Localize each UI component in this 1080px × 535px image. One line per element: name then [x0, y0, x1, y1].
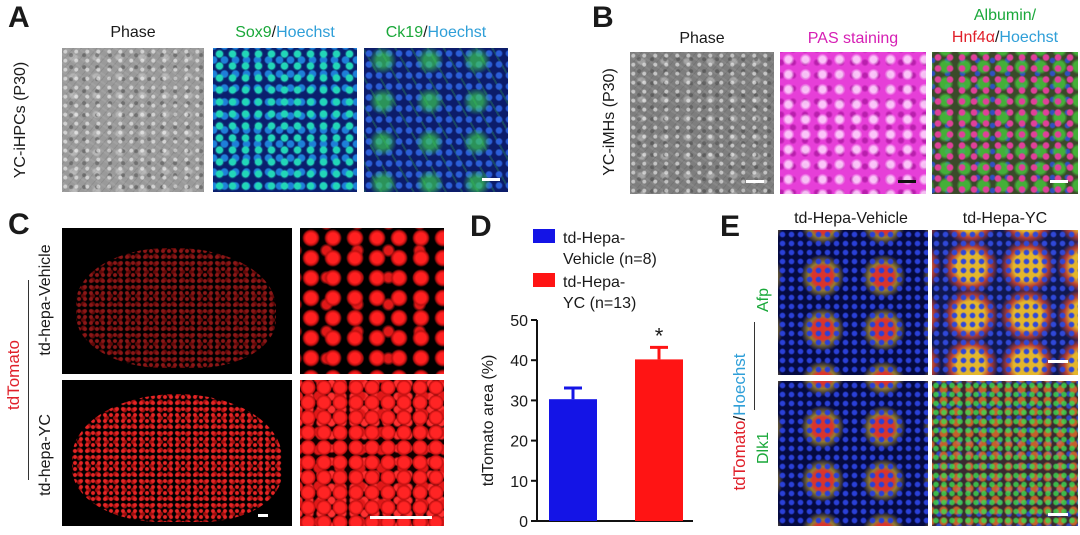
stain-label-tdtomato-hoechst: tdTomato/Hoechst	[730, 353, 749, 491]
legend-swatch-yc	[533, 273, 555, 287]
scale-bar	[1050, 180, 1068, 183]
bar-1	[635, 359, 683, 521]
image-liver-vehicle-zoom	[300, 228, 444, 374]
row-label-td-hepa-yc: td-hepa-YC	[37, 414, 54, 496]
panel-letter-b: B	[592, 1, 614, 34]
legend-label-vehicle-line1: td-Hepa-	[563, 230, 625, 247]
label-sep: /	[423, 24, 428, 41]
chart-bars: *	[549, 323, 683, 521]
label-sep: /	[271, 24, 277, 41]
label-hoechst: Hoechst	[730, 353, 749, 416]
header-phase-b: Phase	[679, 30, 725, 47]
legend-label-yc-line2: YC (n=13)	[563, 295, 636, 312]
divider-line	[754, 322, 755, 410]
header-sox9-hoechst: Sox9/Hoechst	[213, 24, 357, 42]
panel-letter-c: C	[8, 208, 30, 241]
image-liver-yc-whole	[62, 380, 292, 526]
legend-swatch-vehicle	[533, 229, 555, 243]
y-tick-label: 30	[510, 393, 528, 410]
header-phase-a: Phase	[110, 24, 156, 41]
bar-0	[549, 399, 597, 521]
header-td-hepa-vehicle: td-Hepa-Vehicle	[794, 210, 908, 227]
tdtomato-area-chart: td-Hepa- Vehicle (n=8) td-Hepa- YC (n=13…	[480, 229, 693, 530]
y-tick-label: 20	[510, 434, 528, 451]
header-pas-staining: PAS staining	[807, 30, 899, 47]
image-ck19-hoechst	[364, 48, 508, 192]
scale-bar	[746, 180, 764, 183]
y-tick-label: 50	[510, 313, 528, 330]
label-hnf4a: Hnf4α	[951, 29, 995, 46]
header-albumin: Albumin/	[973, 7, 1037, 24]
image-liver-yc-zoom	[300, 380, 444, 526]
image-sox9-hoechst	[213, 48, 357, 192]
y-tick-label: 0	[519, 514, 528, 530]
divider-line	[28, 280, 29, 480]
label-hoechst: Hoechst	[999, 29, 1059, 46]
label-sox9: Sox9	[235, 24, 272, 41]
scale-bar	[898, 180, 916, 183]
image-phase-imhs	[630, 52, 774, 194]
image-dlk1-vehicle	[778, 381, 928, 526]
liver-lobe	[72, 394, 282, 522]
header-ck19-hoechst: Ck19/Hoechst	[364, 24, 508, 42]
panel-letter-e: E	[720, 210, 741, 243]
image-afp-yc	[932, 230, 1078, 375]
label-sep: /	[730, 415, 749, 421]
image-phase-ihpcs	[62, 48, 204, 192]
image-albumin-hnf4a	[932, 52, 1078, 194]
row-label-td-hepa-vehicle: td-hepa-Vehicle	[37, 244, 54, 356]
scale-bar	[1048, 360, 1068, 363]
row-label-dlk1: Dlk1	[755, 431, 772, 465]
y-tick-label: 10	[510, 474, 528, 491]
scale-bar	[482, 178, 500, 181]
panel-letter-a: A	[8, 1, 30, 34]
label-ck19: Ck19	[385, 24, 424, 41]
header-td-hepa-yc: td-Hepa-YC	[962, 210, 1048, 227]
scale-bar	[258, 514, 268, 517]
y-tick-label: 40	[510, 353, 528, 370]
row-label-yc-imhs: YC-iMHs (P30)	[601, 68, 618, 176]
image-liver-vehicle-whole	[62, 228, 292, 374]
row-label-yc-ihpcs: YC-iHPCs (P30)	[12, 61, 29, 179]
row-label-afp: Afp	[755, 287, 772, 313]
label-sep: /	[994, 29, 1000, 46]
significance-marker: *	[655, 323, 664, 348]
image-pas-staining	[780, 52, 926, 194]
label-hoechst: Hoechst	[427, 24, 487, 41]
header-hnf4a-hoechst: Hnf4α/Hoechst	[932, 29, 1078, 47]
scale-bar	[370, 516, 432, 519]
scale-bar	[1048, 513, 1068, 516]
y-axis-label: tdTomato area (%)	[480, 355, 497, 487]
image-afp-vehicle	[778, 230, 928, 375]
legend-label-yc-line1: td-Hepa-	[563, 274, 625, 291]
label-hoechst: Hoechst	[276, 24, 335, 41]
chart-legend: td-Hepa- Vehicle (n=8) td-Hepa- YC (n=13…	[533, 229, 657, 312]
legend-label-vehicle-line2: Vehicle (n=8)	[563, 251, 657, 268]
liver-lobe	[76, 248, 276, 368]
panel-letter-d: D	[470, 210, 492, 243]
label-tdtomato: tdTomato	[730, 420, 749, 491]
stain-label-tdtomato: tdTomato	[4, 340, 23, 410]
image-dlk1-yc	[932, 381, 1078, 526]
